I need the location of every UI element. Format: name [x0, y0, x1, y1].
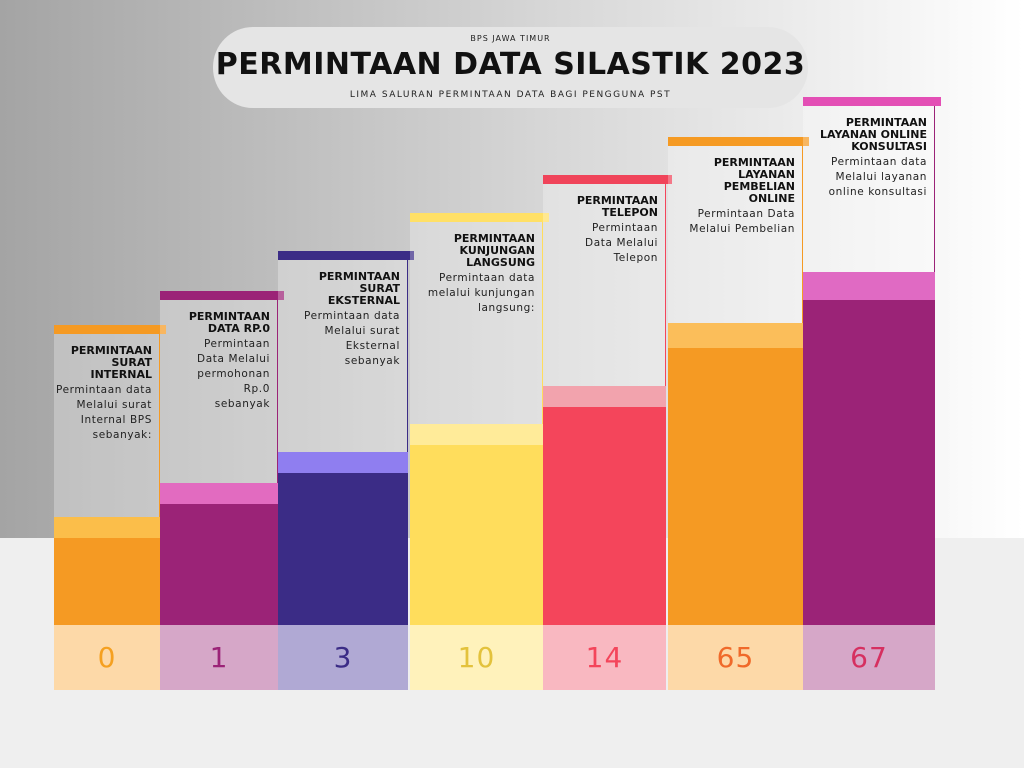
- channel-description: Permintaan data Melalui surat Internal B…: [56, 384, 152, 441]
- column-bar: [54, 538, 160, 625]
- column-bar: [278, 473, 408, 625]
- column-bar: [543, 407, 666, 625]
- column-highlight: [54, 517, 160, 538]
- column-panel: [543, 175, 666, 386]
- value-box: 65: [668, 625, 803, 690]
- channel-description: Permintaan Data Melalui Telepon: [585, 222, 658, 264]
- column-panel: [410, 213, 543, 424]
- channel-title: PERMINTAAN KUNJUNGAN LANGSUNG: [453, 232, 535, 269]
- column-panel: [54, 325, 160, 517]
- title: PERMINTAAN DATA SILASTIK 2023: [215, 47, 806, 82]
- column-cap: [803, 97, 941, 106]
- channel-description: Permintaan data Melalui surat Eksternal …: [304, 310, 400, 367]
- value-box: 10: [410, 625, 543, 690]
- channel-description: Permintaan Data Melalui permohonan Rp.0 …: [197, 338, 270, 410]
- column-highlight: [278, 452, 408, 473]
- column-panel: [160, 291, 278, 483]
- column-cap: [54, 325, 166, 334]
- column-highlight: [803, 272, 935, 300]
- channel-title: PERMINTAAN DATA RP.0: [188, 310, 270, 335]
- column-highlight: [543, 386, 666, 407]
- column-panel: [278, 251, 408, 452]
- channel-title: PERMINTAAN SURAT EKSTERNAL: [318, 270, 400, 307]
- value-box: 0: [54, 625, 160, 690]
- value-box: 1: [160, 625, 278, 690]
- column-highlight: [668, 323, 803, 348]
- channel-title: PERMINTAAN LAYANAN ONLINE KONSULTASI: [819, 116, 927, 153]
- column-bar: [160, 504, 278, 625]
- column-bar: [410, 445, 543, 625]
- column-panel: [803, 97, 935, 272]
- value-box: 67: [803, 625, 935, 690]
- column-cap: [543, 175, 672, 184]
- value-box: 3: [278, 625, 408, 690]
- channel-title: PERMINTAAN LAYANAN PEMBELIAN ONLINE: [713, 156, 795, 205]
- column-cap: [278, 251, 414, 260]
- column-cap: [668, 137, 809, 146]
- column-cap: [160, 291, 284, 300]
- column-highlight: [410, 424, 543, 445]
- column-bar: [668, 348, 803, 625]
- channel-description: Permintaan data Melalui layanan online k…: [828, 156, 927, 198]
- column-panel: [668, 137, 803, 323]
- column-bar: [803, 300, 935, 625]
- channel-title: PERMINTAAN TELEPON: [576, 194, 658, 219]
- value-box: 14: [543, 625, 666, 690]
- column-cap: [410, 213, 549, 222]
- organization: BPS JAWA TIMUR: [470, 34, 551, 43]
- header: BPS JAWA TIMUR PERMINTAAN DATA SILASTIK …: [213, 27, 808, 108]
- channel-description: Permintaan data melalui kunjungan langsu…: [427, 272, 535, 314]
- column-highlight: [160, 483, 278, 504]
- channel-title: PERMINTAAN SURAT INTERNAL: [70, 344, 152, 381]
- channel-description: Permintaan Data Melalui Pembelian: [689, 208, 795, 235]
- subtitle: LIMA SALURAN PERMINTAAN DATA BAGI PENGGU…: [349, 90, 672, 100]
